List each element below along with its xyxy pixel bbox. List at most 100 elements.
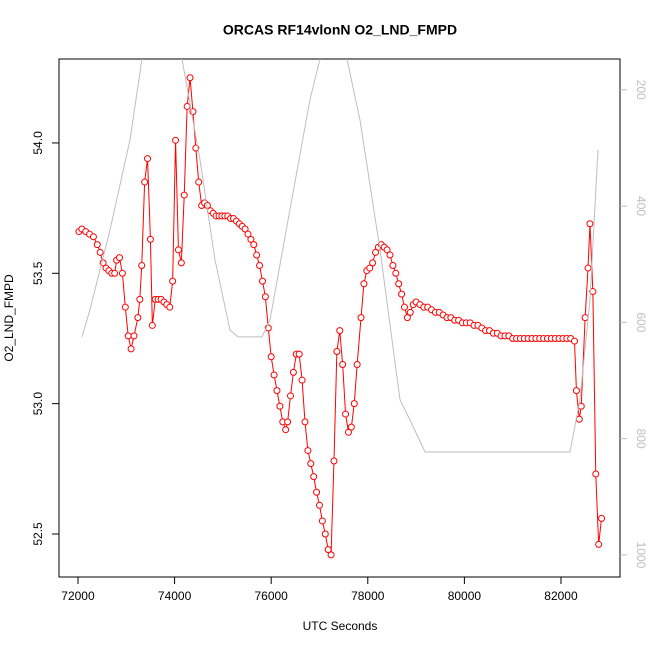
data-point: [350, 400, 358, 408]
data-point: [136, 295, 144, 303]
data-point: [313, 488, 321, 496]
y2-tick-label: 200: [634, 80, 648, 100]
data-point: [372, 248, 380, 256]
data-point: [595, 540, 603, 548]
data-point: [295, 350, 303, 358]
data-point: [589, 288, 597, 296]
data-point: [318, 517, 326, 525]
data-point: [261, 293, 269, 301]
data-point: [134, 314, 142, 322]
data-point: [353, 361, 361, 369]
data-point: [250, 241, 258, 249]
data-point: [598, 514, 606, 522]
data-point: [389, 261, 397, 269]
data-point: [256, 261, 264, 269]
data-point: [244, 230, 252, 238]
y-tick-label: 54.0: [31, 131, 45, 155]
data-point: [172, 136, 180, 144]
data-point: [398, 290, 406, 298]
data-point: [333, 347, 341, 355]
data-point: [592, 470, 600, 478]
data-point: [572, 387, 580, 395]
data-point: [400, 303, 408, 311]
data-point: [344, 428, 352, 436]
data-point: [321, 530, 329, 538]
data-point: [342, 410, 350, 418]
data-point: [324, 546, 332, 554]
data-point: [366, 264, 374, 272]
data-point: [116, 254, 124, 262]
data-point: [357, 314, 365, 322]
data-point: [327, 551, 335, 559]
data-point: [575, 415, 583, 423]
data-point: [315, 501, 323, 509]
data-point: [124, 332, 132, 340]
data-point: [241, 225, 249, 233]
data-point: [195, 178, 203, 186]
data-point: [287, 392, 295, 400]
data-point: [339, 361, 347, 369]
chart-title: ORCAS RF14vlonN O2_LND_FMPD: [223, 22, 457, 38]
data-point: [166, 303, 174, 311]
x-tick-label: 76000: [254, 589, 288, 603]
series-line: [81, 59, 599, 453]
y2-tick-label: 400: [634, 196, 648, 216]
data-point: [336, 327, 344, 335]
y-axis-label: O2_LND_FMPD: [2, 274, 16, 362]
data-point: [571, 337, 579, 345]
data-point: [369, 259, 377, 267]
data-point: [89, 233, 97, 241]
data-point: [392, 269, 400, 277]
data-point: [276, 402, 284, 410]
plot-frame: [58, 58, 621, 578]
x-axis-label: UTC Seconds: [303, 619, 378, 633]
x-tick-label: 80000: [448, 589, 482, 603]
data-point: [581, 314, 589, 322]
y2-tick-label: 600: [634, 312, 648, 332]
data-point: [253, 251, 261, 259]
x-tick-label: 74000: [158, 589, 192, 603]
data-point: [174, 246, 182, 254]
data-point: [96, 248, 104, 256]
data-point: [301, 418, 309, 426]
data-point: [304, 447, 312, 455]
data-point: [141, 178, 149, 186]
data-point: [146, 235, 154, 243]
data-point: [118, 269, 126, 277]
data-point: [127, 345, 135, 353]
x-tick-label: 72000: [61, 589, 95, 603]
y-tick-label: 53.5: [31, 261, 45, 285]
y2-tick-label: 1000: [634, 542, 648, 569]
data-point: [586, 220, 594, 228]
data-point: [383, 246, 391, 254]
data-point: [347, 423, 355, 431]
data-point: [403, 314, 411, 322]
data-point: [111, 269, 119, 277]
plot-area: [75, 59, 606, 559]
data-point: [298, 376, 306, 384]
data-point: [177, 259, 185, 267]
data-point: [267, 353, 275, 361]
y-tick-label: 52.5: [31, 522, 45, 546]
data-point: [289, 368, 297, 376]
y-tick-label: 53.0: [31, 392, 45, 416]
data-point: [273, 387, 281, 395]
data-point: [148, 321, 156, 329]
data-point: [584, 264, 592, 272]
data-point: [138, 261, 146, 269]
data-point: [180, 191, 188, 199]
data-point: [186, 74, 194, 82]
data-point: [307, 460, 315, 468]
x-tick-label: 78000: [351, 589, 385, 603]
data-point: [183, 102, 191, 110]
data-point: [386, 251, 394, 259]
data-point: [406, 308, 414, 316]
data-point: [270, 371, 278, 379]
data-point: [310, 473, 318, 481]
data-point: [144, 155, 152, 163]
data-point: [130, 332, 138, 340]
data-point: [360, 280, 368, 288]
data-point: [282, 426, 290, 434]
data-point: [247, 235, 255, 243]
